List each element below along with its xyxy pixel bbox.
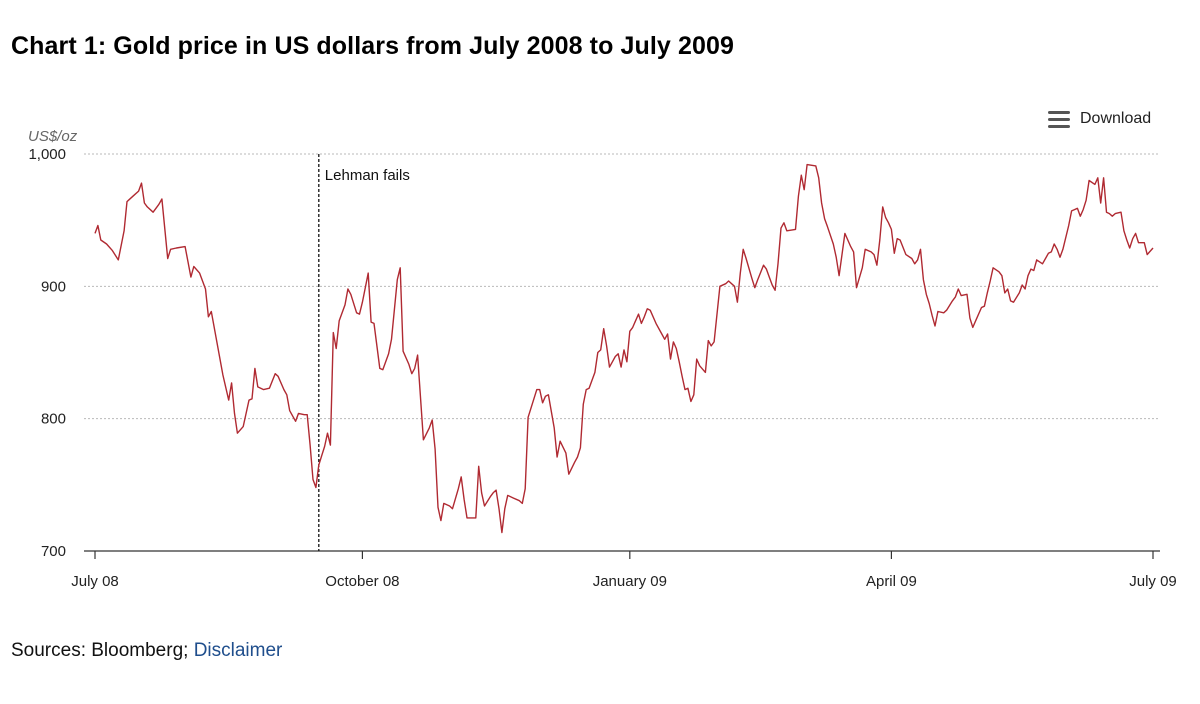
menu-icon (1048, 110, 1070, 128)
x-tick-label: October 08 (325, 573, 399, 590)
page-title: Chart 1: Gold price in US dollars from J… (11, 32, 734, 60)
series-layer (94, 163, 1154, 534)
download-label: Download (1080, 110, 1152, 127)
axes: 700 800 900 1,000 July 08 October 08 January 0… (28, 146, 1176, 590)
y-axis-label: US$/oz (28, 128, 78, 145)
download-button[interactable]: Download (1048, 106, 1151, 132)
y-tick-label: 1,000 (28, 146, 66, 163)
x-tick-label: July 09 (1129, 573, 1177, 590)
gold-price-series-line (94, 163, 1154, 534)
disclaimer-link[interactable]: Disclaimer (193, 640, 283, 661)
grid-lines (84, 153, 1160, 420)
y-tick-label: 700 (41, 543, 66, 560)
sources-note: Sources: Bloomberg; Disclaimer (11, 640, 282, 662)
y-tick-label: 800 (41, 411, 66, 428)
sources-text: Sources: Bloomberg; (11, 640, 189, 661)
x-tick-label: July 08 (71, 573, 119, 590)
y-tick-label: 900 (41, 278, 66, 295)
x-tick-label: January 09 (593, 573, 667, 590)
annotations: Lehman fails (318, 154, 410, 551)
lehman-annotation-label: Lehman fails (325, 167, 410, 184)
x-tick-label: April 09 (866, 573, 917, 590)
